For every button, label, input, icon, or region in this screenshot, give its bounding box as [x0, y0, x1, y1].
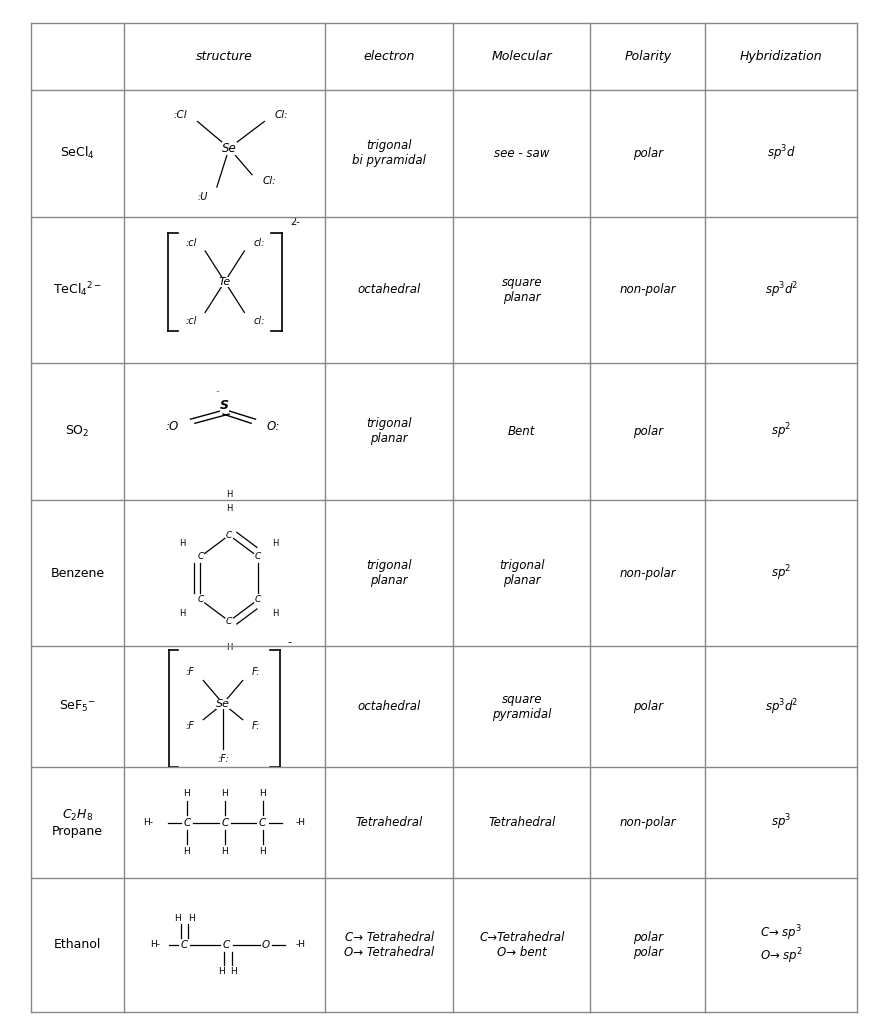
- Text: C: C: [226, 530, 232, 540]
- Text: :F:: :F:: [217, 754, 228, 764]
- Text: trigonal
planar: trigonal planar: [366, 559, 412, 587]
- Text: H-: H-: [143, 818, 154, 827]
- Text: H: H: [226, 489, 232, 499]
- Text: :F: :F: [185, 668, 194, 677]
- Text: Te: Te: [219, 276, 231, 287]
- Text: non-polar: non-polar: [619, 816, 675, 829]
- Text: C→Tetrahedral
O→ bent: C→Tetrahedral O→ bent: [479, 931, 564, 958]
- Text: F:: F:: [251, 668, 260, 677]
- Text: :cl: :cl: [184, 315, 196, 326]
- Text: H: H: [272, 539, 278, 548]
- Text: SeF$_5$$^{-}$: SeF$_5$$^{-}$: [59, 699, 96, 715]
- Text: sp$^3$d$^2$: sp$^3$d$^2$: [764, 281, 797, 300]
- Text: Molecular: Molecular: [491, 50, 551, 62]
- Text: Bent: Bent: [507, 425, 535, 438]
- Text: C: C: [255, 595, 261, 604]
- Text: octahedral: octahedral: [357, 700, 421, 714]
- Text: trigonal
planar: trigonal planar: [366, 418, 412, 445]
- Text: trigonal
bi pyramidal: trigonal bi pyramidal: [352, 139, 426, 167]
- Text: sp$^2$: sp$^2$: [770, 563, 790, 583]
- Text: -H: -H: [296, 818, 306, 827]
- Text: H: H: [184, 847, 191, 856]
- Text: polar: polar: [632, 700, 662, 714]
- Text: C: C: [221, 817, 228, 827]
- Text: square
pyramidal: square pyramidal: [492, 693, 551, 721]
- Text: F:: F:: [251, 721, 260, 731]
- Text: square
planar: square planar: [501, 275, 542, 304]
- Text: S: S: [220, 399, 229, 413]
- Text: structure: structure: [196, 50, 253, 62]
- Text: H: H: [226, 643, 232, 652]
- Text: H-: H-: [149, 940, 160, 949]
- Text: :cl: :cl: [184, 238, 196, 248]
- Text: C: C: [197, 595, 204, 604]
- Text: H: H: [230, 967, 237, 976]
- Text: 2-: 2-: [291, 217, 300, 227]
- Text: non-polar: non-polar: [619, 566, 675, 580]
- Text: $C_2H_8$
Propane: $C_2H_8$ Propane: [52, 808, 103, 838]
- Text: Cl:: Cl:: [275, 111, 288, 121]
- Text: electron: electron: [363, 50, 414, 62]
- Text: H: H: [174, 913, 181, 923]
- Text: sp$^3$: sp$^3$: [770, 813, 790, 833]
- Text: cl:: cl:: [253, 238, 264, 248]
- Text: H: H: [188, 913, 195, 923]
- Text: :U: :U: [198, 193, 208, 203]
- Text: Hybridization: Hybridization: [739, 50, 822, 62]
- Text: trigonal
planar: trigonal planar: [499, 559, 544, 587]
- Text: H: H: [221, 790, 228, 799]
- Text: Benzene: Benzene: [50, 566, 104, 580]
- Text: Se: Se: [221, 141, 236, 155]
- Text: Ethanol: Ethanol: [54, 938, 101, 951]
- Text: H: H: [259, 847, 266, 856]
- Text: :F: :F: [185, 721, 194, 731]
- Text: polar: polar: [632, 425, 662, 438]
- Text: C: C: [226, 616, 232, 626]
- Text: :Cl: :Cl: [173, 111, 187, 121]
- Text: H: H: [184, 790, 191, 799]
- Text: H: H: [272, 608, 278, 617]
- Text: Tetrahedral: Tetrahedral: [487, 816, 555, 829]
- Text: Polarity: Polarity: [623, 50, 671, 62]
- Text: C→ Tetrahedral
O→ Tetrahedral: C→ Tetrahedral O→ Tetrahedral: [344, 931, 434, 958]
- Text: H: H: [226, 504, 232, 513]
- Text: TeCl$_4$$^{2-}$: TeCl$_4$$^{2-}$: [53, 281, 102, 299]
- Text: octahedral: octahedral: [357, 284, 421, 296]
- Text: polar: polar: [632, 146, 662, 160]
- Text: H: H: [259, 790, 266, 799]
- Text: H: H: [179, 608, 185, 617]
- Text: C: C: [184, 817, 191, 827]
- Text: C: C: [197, 552, 204, 561]
- Text: cl:: cl:: [253, 315, 264, 326]
- Text: C: C: [255, 552, 261, 561]
- Text: O:: O:: [267, 420, 280, 433]
- Text: C: C: [259, 817, 266, 827]
- Text: -: -: [287, 637, 291, 647]
- Text: Cl:: Cl:: [263, 176, 276, 186]
- Text: ..: ..: [215, 385, 220, 394]
- Text: C: C: [181, 940, 188, 950]
- Text: sp$^3$d$^2$: sp$^3$d$^2$: [764, 697, 797, 717]
- Text: non-polar: non-polar: [619, 284, 675, 296]
- Text: sp$^3$d: sp$^3$d: [766, 143, 795, 163]
- Text: Se: Se: [216, 698, 230, 709]
- Text: H: H: [218, 967, 225, 976]
- Text: :O: :O: [166, 420, 179, 433]
- Text: H: H: [221, 847, 228, 856]
- Text: Tetrahedral: Tetrahedral: [356, 816, 422, 829]
- Text: O: O: [262, 940, 270, 950]
- Text: C: C: [223, 940, 230, 950]
- Text: H: H: [179, 539, 185, 548]
- Text: SO$_2$: SO$_2$: [65, 424, 90, 439]
- Text: polar
polar: polar polar: [632, 931, 662, 958]
- Text: C→ sp$^3$
O→ sp$^2$: C→ sp$^3$ O→ sp$^2$: [759, 924, 802, 966]
- Text: -H: -H: [295, 940, 305, 949]
- Text: SeCl$_4$: SeCl$_4$: [60, 145, 95, 162]
- Text: sp$^2$: sp$^2$: [770, 422, 790, 441]
- Text: see - saw: see - saw: [493, 146, 549, 160]
